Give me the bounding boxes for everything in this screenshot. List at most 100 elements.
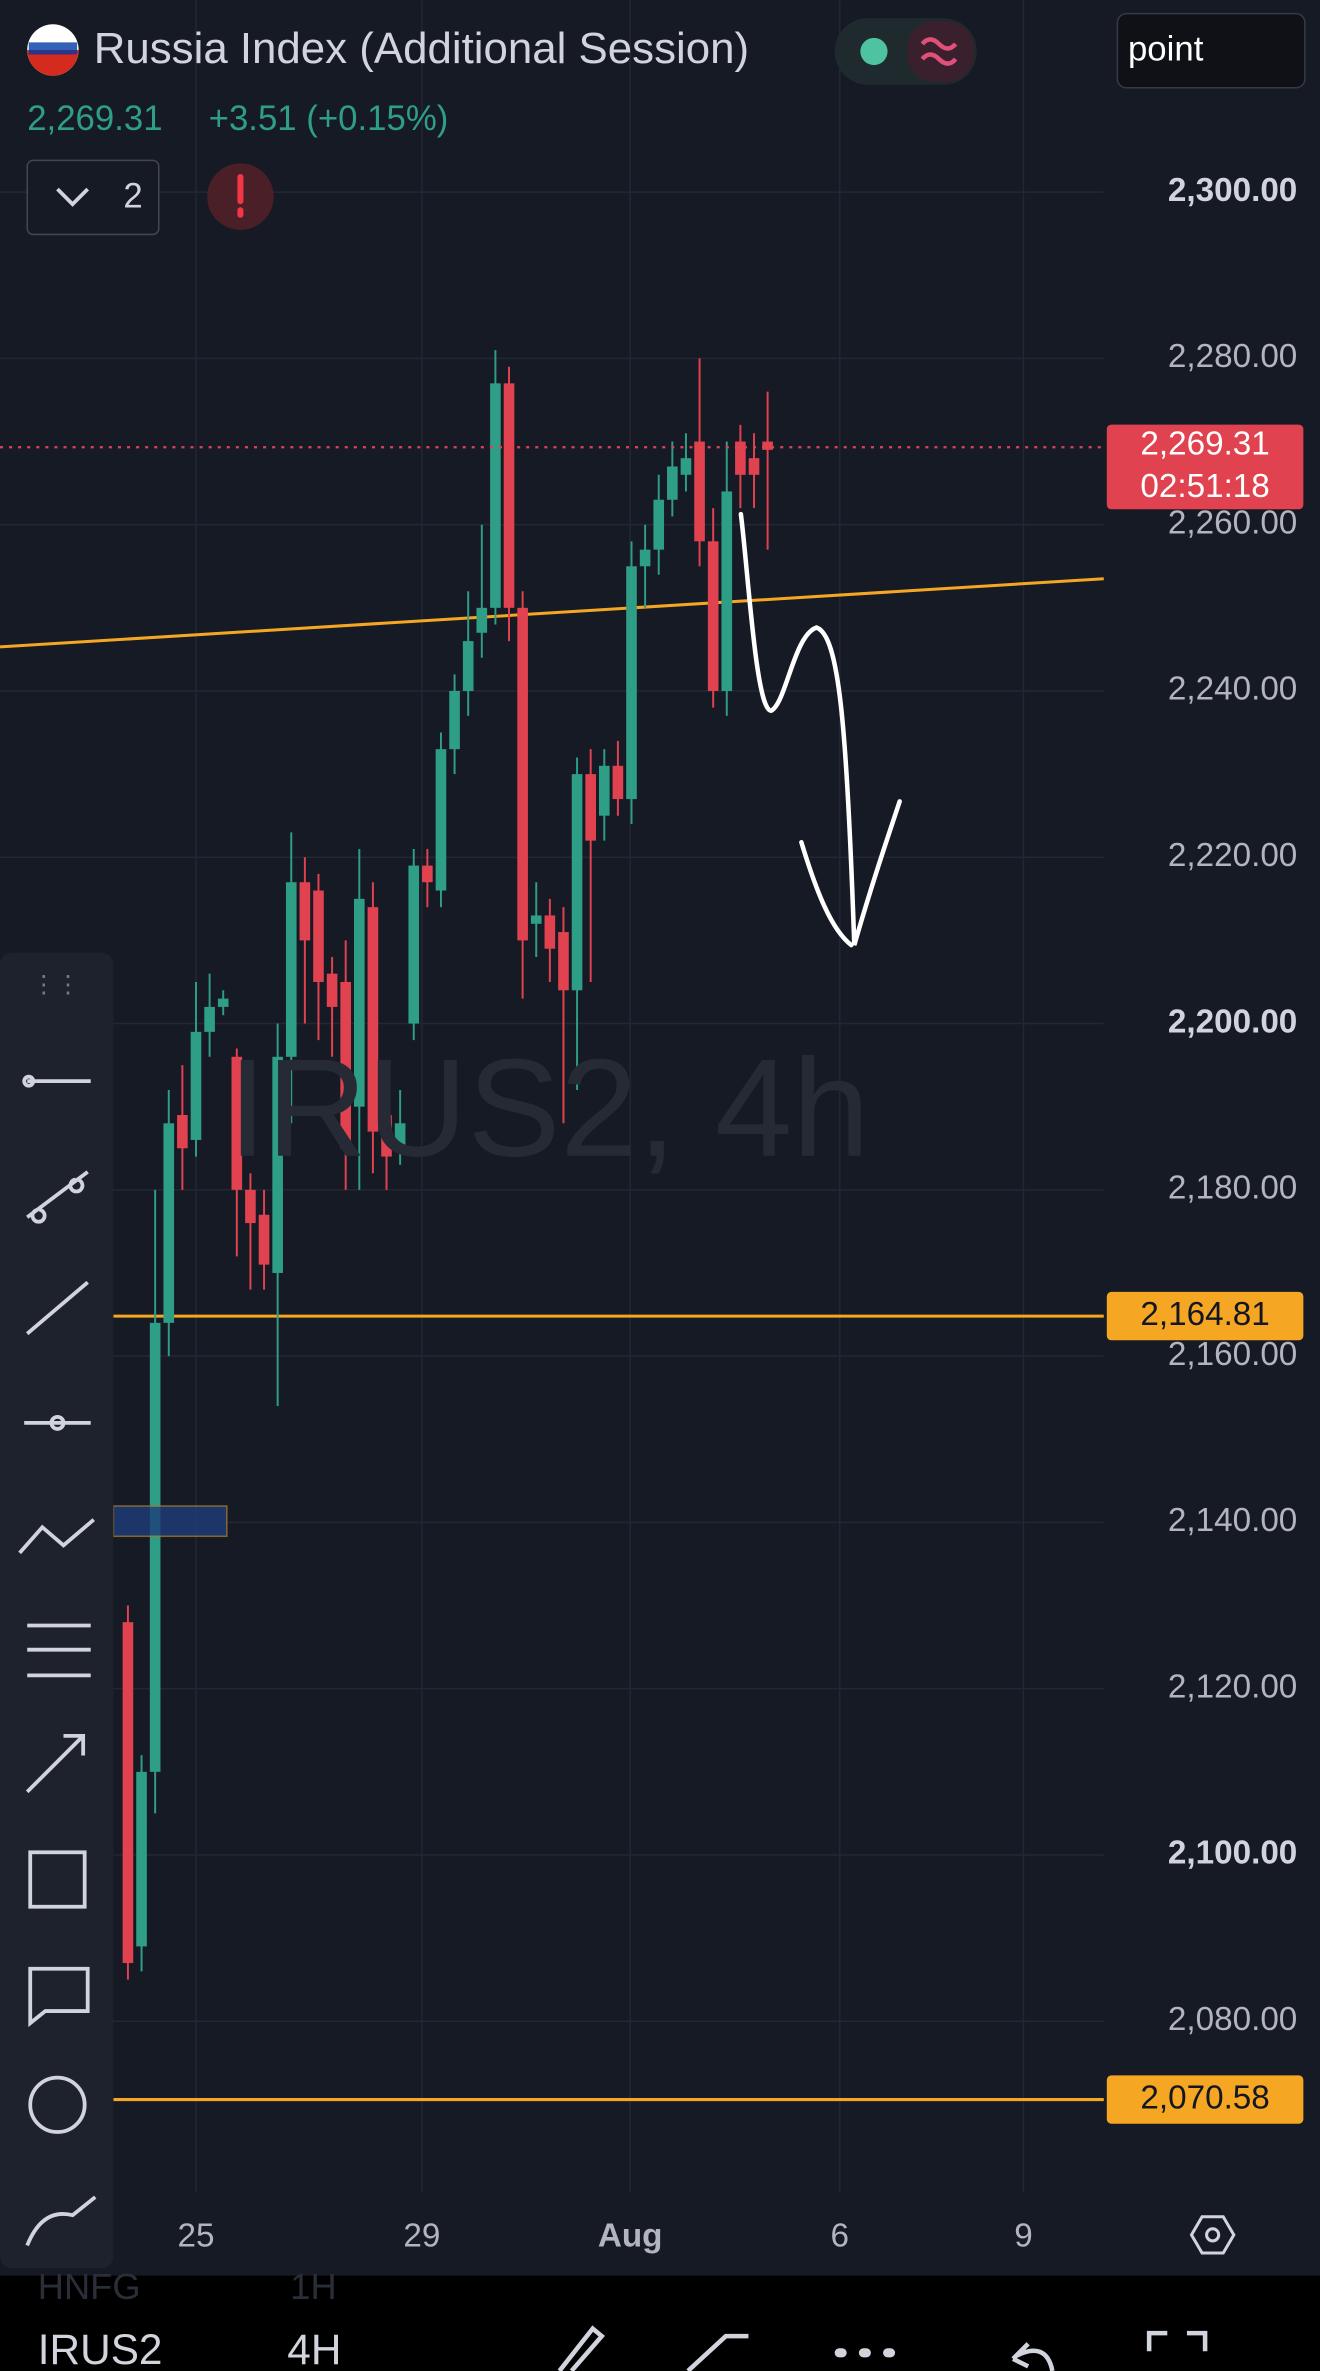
- bottom-bar: [0, 2275, 1320, 2371]
- pencil-icon[interactable]: [557, 2325, 606, 2371]
- tool-fib[interactable]: [27, 1623, 91, 1678]
- candle-body: [558, 932, 569, 991]
- candle-body: [694, 441, 705, 542]
- prev-symbol[interactable]: HNFG: [38, 2266, 141, 2307]
- candle-body: [340, 981, 352, 1149]
- candle-body: [680, 458, 692, 475]
- candle-body: [639, 549, 651, 567]
- candle-body: [517, 607, 528, 941]
- y-tick-label: 2,240.00: [1168, 671, 1297, 708]
- y-tick-label: 2,080.00: [1168, 2001, 1297, 2038]
- candle-body: [503, 383, 515, 608]
- y-tick-label: 2,140.00: [1168, 1502, 1297, 1539]
- symbol-title[interactable]: Russia Index (Additional Session): [94, 24, 749, 73]
- y-tick-label: 2,220.00: [1168, 837, 1297, 874]
- trendline: [0, 577, 1104, 649]
- drawing-arrow[interactable]: [738, 511, 902, 948]
- candle-body: [258, 1214, 270, 1265]
- tool-rect[interactable]: [28, 1850, 87, 1909]
- candle-body: [748, 458, 760, 475]
- status-wave: [920, 37, 958, 66]
- search-box[interactable]: [1116, 12, 1306, 89]
- tool-brush[interactable]: [25, 2195, 97, 2247]
- indicator-toggle[interactable]: [26, 159, 160, 236]
- x-tick-label: Aug: [598, 2218, 663, 2255]
- candle-body: [326, 973, 338, 1007]
- y-tick-label: 2,120.00: [1168, 1668, 1297, 1705]
- price-change: +3.51 (+0.15%): [209, 100, 449, 138]
- level-tag: [1106, 1291, 1304, 1341]
- candle-body: [394, 1123, 406, 1149]
- candle-body: [721, 491, 733, 691]
- x-tick-label: 29: [403, 2218, 440, 2255]
- candle-body: [476, 607, 488, 633]
- y-tick-label: 2,200.00: [1168, 1003, 1297, 1040]
- candle-body: [707, 541, 719, 691]
- status-dot: [860, 37, 888, 66]
- tool-hline[interactable]: [24, 1414, 91, 1431]
- tool-circle[interactable]: [28, 2075, 87, 2134]
- tool-ray[interactable]: [22, 1074, 91, 1088]
- candle-body: [585, 774, 596, 841]
- flag-red: [27, 49, 79, 76]
- candle-body: [313, 890, 324, 982]
- candle-body: [408, 865, 420, 1024]
- flag-blue: [28, 42, 78, 55]
- candle-body: [462, 641, 474, 691]
- candle-body: [381, 1114, 392, 1157]
- price: 2,269.31: [27, 100, 162, 138]
- candle-body: [449, 690, 460, 750]
- tool-note[interactable]: [28, 1966, 90, 2028]
- candle-body: [367, 907, 379, 1132]
- interval-button[interactable]: 4H: [287, 2326, 341, 2371]
- drawings-icon[interactable]: [686, 2333, 749, 2371]
- y-tick-label: 2,180.00: [1168, 1170, 1297, 1207]
- undo-icon[interactable]: [1011, 2342, 1055, 2371]
- candle-body: [612, 765, 624, 800]
- countdown: 02:51:18: [1140, 468, 1269, 505]
- last-price-label: 2,269.31: [1140, 426, 1269, 463]
- candle-body: [598, 765, 610, 816]
- candle-body: [190, 1031, 202, 1140]
- drawing-box[interactable]: [112, 1505, 228, 1538]
- status-wave-bg: [907, 21, 974, 82]
- indicator-count: 2: [123, 177, 142, 215]
- candle-body: [163, 1123, 175, 1323]
- candle-body: [626, 566, 637, 800]
- candle-body: [204, 1006, 215, 1032]
- candle-body: [299, 882, 311, 941]
- candle-body: [435, 749, 447, 891]
- tool-trend[interactable]: [25, 1280, 89, 1336]
- watermark: IRUS2, 4h: [228, 1031, 870, 1186]
- x-tick-label: 6: [830, 2218, 849, 2255]
- chevron-icon: [56, 187, 90, 207]
- search-text[interactable]: point: [1128, 31, 1204, 69]
- prev-interval[interactable]: 1H: [290, 2266, 336, 2307]
- candle-body: [272, 1056, 283, 1273]
- settings-icon[interactable]: [1189, 2215, 1236, 2255]
- level-label: 2,070.58: [1140, 2079, 1269, 2116]
- y-tick-label: 2,260.00: [1168, 504, 1297, 541]
- symbol-button[interactable]: IRUS2: [38, 2326, 163, 2371]
- fullscreen-icon[interactable]: [1146, 2330, 1208, 2352]
- candle-body: [217, 998, 229, 1007]
- candle-body: [422, 865, 433, 883]
- tool-parallel[interactable]: [26, 1170, 89, 1224]
- candle-body: [122, 1622, 134, 1964]
- y-tick-label: 2,160.00: [1168, 1336, 1297, 1373]
- candle-body: [571, 774, 583, 991]
- candle-body: [231, 1056, 243, 1190]
- y-tick-label: 2,100.00: [1168, 1835, 1297, 1872]
- candle-body: [177, 1114, 188, 1149]
- candle-body: [530, 915, 542, 924]
- plot: [0, 0, 1104, 2193]
- toolbar-handle[interactable]: ⋮⋮: [32, 971, 80, 998]
- candle-body: [490, 383, 501, 608]
- tool-pattern[interactable]: [18, 1518, 95, 1555]
- level-label: 2,164.81: [1140, 1296, 1269, 1333]
- tool-arrow[interactable]: [25, 1733, 86, 1794]
- y-tick-label: 2,280.00: [1168, 338, 1297, 375]
- x-tick-label: 25: [177, 2218, 214, 2255]
